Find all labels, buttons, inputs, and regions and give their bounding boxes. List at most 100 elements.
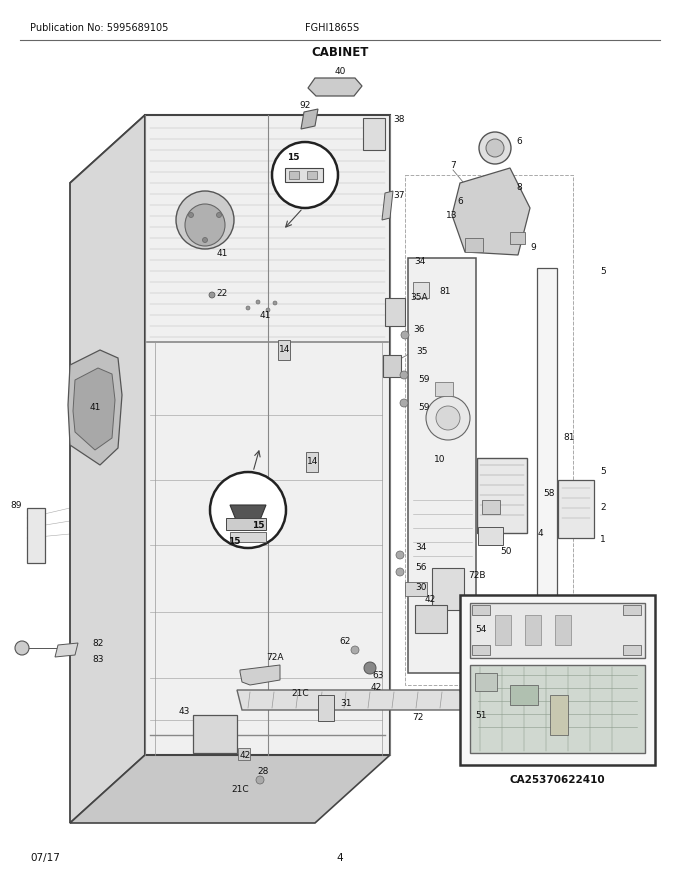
Text: 28: 28 bbox=[257, 767, 269, 776]
Text: CABINET: CABINET bbox=[311, 46, 369, 58]
Circle shape bbox=[351, 646, 359, 654]
Text: 72B: 72B bbox=[468, 571, 486, 581]
Bar bbox=[435, 382, 453, 396]
Text: 22: 22 bbox=[216, 289, 228, 297]
Text: 5: 5 bbox=[600, 467, 606, 476]
Polygon shape bbox=[68, 350, 122, 465]
Bar bbox=[230, 532, 266, 542]
Text: 15: 15 bbox=[287, 152, 299, 162]
Bar bbox=[478, 527, 503, 545]
Circle shape bbox=[400, 371, 408, 379]
Text: 6: 6 bbox=[457, 197, 463, 207]
Polygon shape bbox=[70, 755, 390, 823]
Bar bbox=[289, 171, 299, 179]
Text: 15: 15 bbox=[252, 522, 265, 531]
Circle shape bbox=[273, 301, 277, 305]
Text: 31: 31 bbox=[340, 699, 352, 708]
Circle shape bbox=[209, 292, 215, 298]
Bar bbox=[383, 355, 401, 377]
Bar bbox=[193, 715, 237, 753]
Text: 21C: 21C bbox=[231, 786, 249, 795]
Polygon shape bbox=[382, 191, 393, 220]
Bar bbox=[477, 458, 527, 533]
Bar bbox=[318, 695, 334, 721]
Ellipse shape bbox=[176, 191, 234, 249]
Circle shape bbox=[188, 212, 194, 217]
Bar bbox=[510, 685, 538, 705]
Polygon shape bbox=[55, 643, 78, 657]
Polygon shape bbox=[70, 115, 145, 823]
Text: CA25370622410: CA25370622410 bbox=[509, 775, 605, 785]
Text: 35A: 35A bbox=[410, 294, 428, 303]
Polygon shape bbox=[452, 168, 530, 255]
Text: 42: 42 bbox=[371, 684, 381, 693]
Bar bbox=[550, 695, 568, 735]
Text: 8: 8 bbox=[516, 184, 522, 193]
Text: Publication No: 5995689105: Publication No: 5995689105 bbox=[30, 23, 169, 33]
Bar bbox=[408, 258, 476, 673]
Text: 38: 38 bbox=[393, 115, 405, 124]
Text: 59: 59 bbox=[418, 376, 430, 385]
Polygon shape bbox=[308, 78, 362, 96]
Text: 89: 89 bbox=[10, 501, 22, 510]
Text: 56: 56 bbox=[415, 563, 426, 573]
Polygon shape bbox=[145, 115, 390, 755]
Text: 41: 41 bbox=[216, 248, 228, 258]
Circle shape bbox=[266, 308, 270, 312]
Circle shape bbox=[396, 568, 404, 576]
Bar bbox=[238, 748, 250, 760]
Bar bbox=[623, 605, 641, 615]
Bar bbox=[525, 615, 541, 645]
Polygon shape bbox=[240, 665, 280, 685]
Bar bbox=[405, 175, 573, 685]
Circle shape bbox=[15, 641, 29, 655]
Circle shape bbox=[426, 396, 470, 440]
Bar bbox=[470, 603, 645, 658]
Text: 42: 42 bbox=[239, 751, 251, 759]
Text: 59: 59 bbox=[418, 404, 430, 413]
Bar bbox=[475, 673, 497, 691]
Circle shape bbox=[436, 406, 460, 430]
Circle shape bbox=[246, 306, 250, 310]
Text: 9: 9 bbox=[530, 244, 536, 253]
Text: 21C: 21C bbox=[291, 688, 309, 698]
Bar bbox=[537, 268, 557, 638]
Polygon shape bbox=[70, 115, 390, 183]
Circle shape bbox=[479, 132, 511, 164]
Circle shape bbox=[396, 551, 404, 559]
Bar bbox=[226, 518, 266, 530]
Bar bbox=[285, 168, 323, 182]
Text: 36: 36 bbox=[413, 326, 424, 334]
Text: 62: 62 bbox=[339, 637, 351, 647]
Bar bbox=[472, 605, 490, 615]
Text: 58: 58 bbox=[543, 488, 554, 497]
Bar bbox=[385, 298, 405, 326]
Text: 14: 14 bbox=[307, 458, 319, 466]
Text: 82: 82 bbox=[92, 639, 103, 648]
Text: 4: 4 bbox=[337, 853, 343, 863]
Bar bbox=[460, 595, 655, 765]
Text: 2: 2 bbox=[600, 503, 606, 512]
Bar bbox=[278, 340, 290, 360]
Circle shape bbox=[203, 238, 207, 243]
Text: 37: 37 bbox=[393, 190, 405, 200]
Polygon shape bbox=[230, 505, 266, 520]
Text: 34: 34 bbox=[414, 258, 426, 267]
Text: 81: 81 bbox=[563, 434, 575, 443]
Text: 41: 41 bbox=[89, 404, 101, 413]
Bar bbox=[482, 500, 500, 514]
Text: FGHI1865S: FGHI1865S bbox=[305, 23, 359, 33]
Bar bbox=[27, 508, 45, 563]
Circle shape bbox=[256, 776, 264, 784]
Text: 14: 14 bbox=[279, 346, 290, 355]
Polygon shape bbox=[73, 368, 115, 450]
Bar bbox=[558, 480, 594, 538]
Text: 30: 30 bbox=[415, 583, 426, 592]
Bar bbox=[555, 615, 571, 645]
Text: 43: 43 bbox=[179, 708, 190, 716]
Text: 41: 41 bbox=[259, 311, 271, 319]
Bar bbox=[470, 665, 645, 753]
Bar bbox=[432, 568, 464, 610]
Circle shape bbox=[364, 662, 376, 674]
Bar bbox=[495, 615, 511, 645]
